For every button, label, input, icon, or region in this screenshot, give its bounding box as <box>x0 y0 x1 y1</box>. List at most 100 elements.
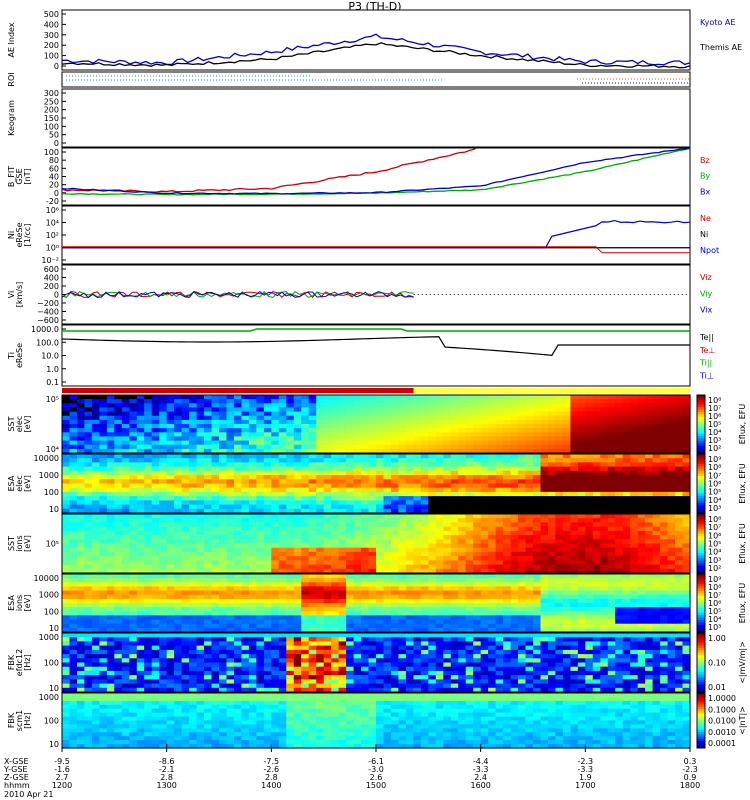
spec-cell <box>510 574 519 579</box>
spec-cell <box>458 522 467 528</box>
spec-cell <box>226 448 235 454</box>
spec-cell <box>480 574 489 579</box>
spec-cell <box>413 462 422 468</box>
esa_i-ylabel: [eV] <box>23 595 32 612</box>
spec-cell <box>383 500 392 506</box>
spec-cell <box>383 518 392 523</box>
spec-cell <box>570 424 579 429</box>
spec-cell <box>77 556 86 561</box>
spec-cell <box>376 590 385 596</box>
spec-cell <box>503 428 512 433</box>
spec-cell <box>293 496 302 501</box>
spec-cell <box>353 500 362 506</box>
spec-cell <box>114 551 123 557</box>
spec-cell <box>174 611 183 616</box>
spec-cell <box>458 535 467 540</box>
spec-cell <box>585 547 594 553</box>
spec-cell <box>136 440 145 446</box>
spec-cell <box>84 679 93 685</box>
spec-cell <box>450 444 459 450</box>
spec-cell <box>136 454 145 459</box>
spec-cell <box>99 500 108 506</box>
spec-cell <box>301 491 310 497</box>
spec-cell <box>548 582 557 587</box>
spec-cell <box>630 539 639 545</box>
spec-cell <box>196 444 205 450</box>
spec-cell <box>106 611 115 616</box>
spec-cell <box>114 458 123 463</box>
spec-cell <box>159 611 168 616</box>
spec-cell <box>503 466 512 472</box>
spec-cell <box>652 514 661 519</box>
spec-cell <box>555 603 564 608</box>
spec-cell <box>77 539 86 545</box>
spec-cell <box>443 440 452 446</box>
spec-cell <box>398 530 407 536</box>
spec-cell <box>383 514 392 519</box>
spec-cell <box>391 419 400 425</box>
spec-cell <box>151 594 160 600</box>
spec-cell <box>316 615 325 621</box>
spec-cell <box>278 598 287 604</box>
spec-cell <box>256 411 265 417</box>
spec-cell <box>353 403 362 408</box>
spec-cell <box>361 551 370 557</box>
spec-cell <box>480 535 489 540</box>
spec-cell <box>577 428 586 433</box>
spec-cell <box>323 543 332 549</box>
spec-cell <box>346 496 355 501</box>
spec-cell <box>525 582 534 587</box>
spec-cell <box>413 560 422 566</box>
spec-cell <box>592 419 601 425</box>
spec-cell <box>585 518 594 523</box>
spec-cell <box>241 526 250 532</box>
spec-cell <box>525 560 534 566</box>
spec-cell <box>77 403 86 408</box>
spec-cell <box>637 598 646 604</box>
spec-cell <box>114 607 123 612</box>
spec-cell <box>510 564 519 570</box>
spec-cell <box>323 407 332 413</box>
spec-cell <box>263 564 272 570</box>
spec-cell <box>450 556 459 561</box>
spec-cell <box>91 662 100 668</box>
spec-cell <box>189 448 198 454</box>
spec-cell <box>77 568 86 574</box>
spec-cell <box>181 448 190 454</box>
spec-cell <box>353 556 362 561</box>
spec-cell <box>189 627 198 633</box>
spec-cell <box>667 518 676 523</box>
spec-cell <box>293 590 302 596</box>
spec-cell <box>144 444 153 450</box>
spec-cell <box>510 436 519 442</box>
spec-cell <box>510 603 519 608</box>
spec-cell <box>562 491 571 497</box>
spec-cell <box>196 615 205 621</box>
spec-cell <box>645 462 654 468</box>
spec-cell <box>99 526 108 532</box>
spec-cell <box>443 518 452 523</box>
spec-cell <box>615 458 624 463</box>
spec-cell <box>346 491 355 497</box>
spec-cell <box>577 535 586 540</box>
spec-cell <box>495 399 504 404</box>
spec-cell <box>525 444 534 450</box>
spec-cell <box>99 551 108 557</box>
spec-cell <box>166 444 175 450</box>
spec-cell <box>622 403 631 408</box>
spec-cell <box>600 491 609 497</box>
spec-cell <box>398 526 407 532</box>
spec-cell <box>323 582 332 587</box>
spec-cell <box>376 547 385 553</box>
spec-cell <box>518 504 527 510</box>
spec-cell <box>84 424 93 429</box>
spec-cell <box>353 543 362 549</box>
spec-cell <box>256 518 265 523</box>
spec-cell <box>316 556 325 561</box>
spec-cell <box>196 407 205 413</box>
spec-cell <box>136 436 145 442</box>
spec-cell <box>219 399 228 404</box>
spec-cell <box>525 440 534 446</box>
spec-cell <box>353 411 362 417</box>
spec-cell <box>420 403 429 408</box>
